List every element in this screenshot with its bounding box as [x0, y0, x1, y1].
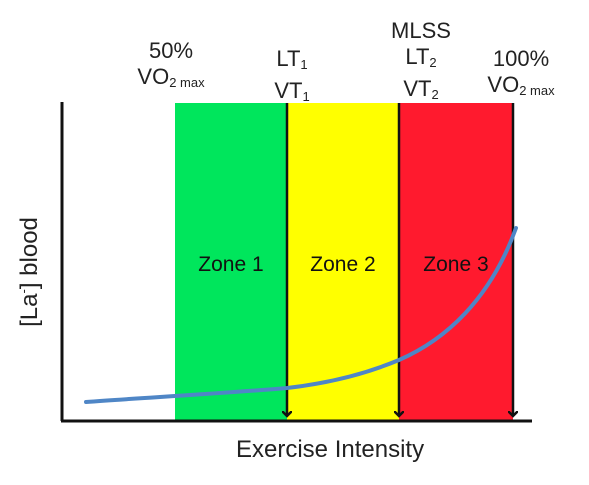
vo-text: VO [487, 72, 520, 97]
lt1-sub: 1 [300, 57, 308, 72]
vo2max-sub: 2 max [519, 83, 555, 98]
label-vo2max-50: VO2 max [116, 64, 226, 96]
zone-3-label: Zone 3 [423, 253, 489, 276]
label-50pct-vo2max: 50% VO2 max [116, 38, 226, 96]
label-lt1: LT1 [262, 46, 322, 78]
vt1-sub: 1 [302, 89, 310, 104]
vt-text: VT [403, 76, 432, 101]
zone-3-band [399, 103, 513, 420]
vo2max-sub: 2 max [169, 75, 205, 90]
y-label-pre: [La [16, 293, 43, 327]
label-mlss-lt2-vt2: MLSS LT2 VT2 [381, 18, 461, 108]
zone-1-band [175, 103, 287, 420]
label-lt1-vt1: LT1 VT1 [262, 46, 322, 110]
y-label-post: ] blood [16, 217, 43, 290]
lt2-sub: 2 [429, 55, 437, 70]
lt-text: LT [276, 46, 301, 71]
label-50pct: 50% [148, 38, 194, 63]
zone-2-label: Zone 2 [310, 253, 376, 276]
y-axis-label: [La-] blood [16, 197, 44, 347]
label-mlss: MLSS [391, 18, 451, 43]
y-label-sup: - [16, 289, 31, 294]
vt-text: VT [274, 78, 303, 103]
label-vt2: VT2 [381, 76, 461, 108]
vt2-sub: 2 [431, 87, 439, 102]
label-100pct-vo2max: 100% VO2 max [466, 46, 576, 104]
lactate-curve [84, 226, 518, 404]
lt-text: LT [405, 44, 430, 69]
x-axis-label: Exercise Intensity [236, 436, 425, 463]
label-lt2: LT2 [381, 44, 461, 76]
label-vo2max-100: VO2 max [466, 72, 576, 104]
vo-text: VO [137, 64, 170, 89]
zone-1-label: Zone 1 [198, 253, 264, 276]
label-vt1: VT1 [262, 78, 322, 110]
label-100pct: 100% [492, 46, 550, 71]
